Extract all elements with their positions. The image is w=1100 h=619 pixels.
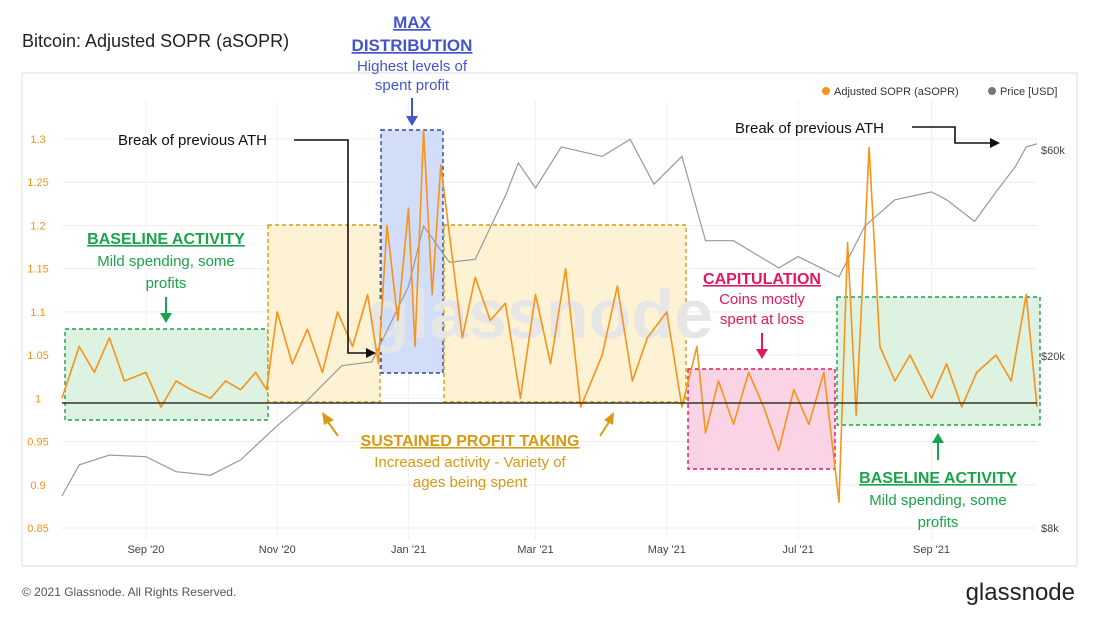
legend-price-marker xyxy=(988,87,996,95)
y-left-tick-9: 1.3 xyxy=(30,134,45,146)
axes: 0.85 0.9 0.95 1 1.05 1.1 1.15 1.2 1.25 1.3 Sep '20… xyxy=(27,134,1065,556)
x-tick-5: Jul '21 xyxy=(782,544,813,556)
capitulation-zone xyxy=(687,368,836,470)
legend-price-label: Price [USD] xyxy=(1000,86,1057,98)
legend-sopr-label: Adjusted SOPR (aSOPR) xyxy=(834,86,959,98)
y-left-tick-6: 1.15 xyxy=(27,264,48,276)
x-tick-2: Jan '21 xyxy=(391,544,426,556)
baseline-right-arrow-head xyxy=(932,433,944,443)
sustained-arrow-right-shaft xyxy=(599,421,610,437)
x-tick-3: Mar '21 xyxy=(517,544,553,556)
annotation-ath-left: Break of previous ATH xyxy=(118,132,376,358)
max-line-2: spent profit xyxy=(375,77,450,94)
annotation-sustained: SUSTAINED PROFIT TAKING Increased activi… xyxy=(322,412,614,491)
annotation-baseline-left: BASELINE ACTIVITY Mild spending, some pr… xyxy=(87,231,245,323)
ath-left-arrow-head xyxy=(366,348,376,358)
baseline-left-title: BASELINE ACTIVITY xyxy=(87,231,245,248)
price-series-line xyxy=(61,138,1038,497)
y-right-tick-2: $60k xyxy=(1041,145,1065,157)
ath-left-label: Break of previous ATH xyxy=(118,132,267,149)
capitulation-title: CAPITULATION xyxy=(703,271,821,288)
baseline-right-zone xyxy=(836,296,1041,426)
max-title-1: MAX xyxy=(393,13,431,32)
ath-left-arrow-path xyxy=(294,139,367,354)
x-tick-6: Sep '21 xyxy=(913,544,950,556)
baseline-left-line-1: Mild spending, some xyxy=(97,253,235,270)
copyright: © 2021 Glassnode. All Rights Reserved. xyxy=(22,585,236,599)
sustained-line-2: ages being spent xyxy=(413,474,528,491)
baseline-left-zone xyxy=(64,328,269,421)
sustained-arrow-left-head xyxy=(322,412,334,425)
y-right-tick-0: $8k xyxy=(1041,523,1059,535)
ath-right-label: Break of previous ATH xyxy=(735,120,884,137)
ath-right-arrow-head xyxy=(990,138,1000,148)
annotation-ath-right: Break of previous ATH xyxy=(735,120,1000,148)
y-left-tick-2: 0.95 xyxy=(27,437,48,449)
y-left-tick-1: 0.9 xyxy=(30,480,45,492)
y-left-tick-3: 1 xyxy=(35,393,41,405)
legend: Adjusted SOPR (aSOPR) Price [USD] xyxy=(822,86,1057,98)
max-title-2: DISTRIBUTION xyxy=(352,36,473,55)
y-left-tick-4: 1.05 xyxy=(27,350,48,362)
sustained-zone-1 xyxy=(267,224,381,403)
x-tick-4: May '21 xyxy=(648,544,686,556)
max-line-1: Highest levels of xyxy=(357,58,468,75)
ath-right-arrow-path xyxy=(912,126,991,144)
sustained-arrow-left-shaft xyxy=(327,421,339,437)
baseline-right-line-1: Mild spending, some xyxy=(869,492,1007,509)
annotation-baseline-right: BASELINE ACTIVITY Mild spending, some pr… xyxy=(859,433,1017,531)
series-layer xyxy=(61,129,1038,503)
baseline-right-title: BASELINE ACTIVITY xyxy=(859,470,1017,487)
baseline-left-arrow-head xyxy=(160,313,172,323)
baseline-right-line-2: profits xyxy=(918,514,959,531)
chart-title: Bitcoin: Adjusted SOPR (aSOPR) xyxy=(22,31,289,51)
annotation-max: MAX DISTRIBUTION Highest levels of spent… xyxy=(352,13,473,126)
sustained-title: SUSTAINED PROFIT TAKING xyxy=(361,433,580,450)
max-arrow-head xyxy=(406,116,418,126)
brand-logo: glassnode xyxy=(966,579,1075,606)
y-left-tick-0: 0.85 xyxy=(27,523,48,535)
baseline-left-line-2: profits xyxy=(146,275,187,292)
y-right-tick-1: $20k xyxy=(1041,351,1065,363)
x-tick-1: Nov '20 xyxy=(259,544,296,556)
y-left-tick-5: 1.1 xyxy=(30,307,45,319)
zone-boxes xyxy=(64,129,1041,470)
x-tick-0: Sep '20 xyxy=(127,544,164,556)
annotation-capitulation: CAPITULATION Coins mostly spent at loss xyxy=(703,271,821,359)
y-left-tick-8: 1.25 xyxy=(27,177,48,189)
max-distribution-zone xyxy=(380,129,444,374)
capitulation-line-1: Coins mostly xyxy=(719,291,805,308)
sopr-series-line xyxy=(61,129,1038,503)
capitulation-line-2: spent at loss xyxy=(720,311,804,328)
sustained-line-1: Increased activity - Variety of xyxy=(374,454,566,471)
sustained-zone-2 xyxy=(443,224,687,403)
capitulation-arrow-head xyxy=(756,349,768,359)
legend-sopr-marker xyxy=(822,87,830,95)
sustained-arrow-right-head xyxy=(604,412,614,425)
y-left-tick-7: 1.2 xyxy=(30,220,45,232)
